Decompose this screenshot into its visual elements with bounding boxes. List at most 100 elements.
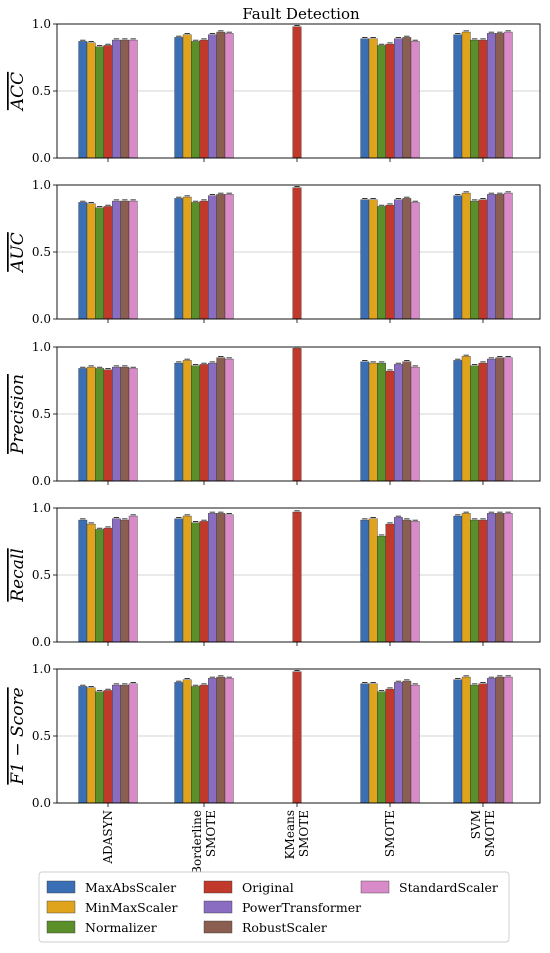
y-tick-label: 0.0 xyxy=(32,796,51,810)
legend-item-maxabsscaler: MaxAbsScaler xyxy=(46,880,176,895)
y-tick-label: 1.0 xyxy=(32,178,51,192)
x-category-labels: ADASYN Borderline SMOTE KMeans SMOTE SMOTE SVM… xyxy=(101,810,497,875)
y-tick-label: 1.0 xyxy=(32,17,51,31)
y-axis-label-text: Precision xyxy=(8,374,28,455)
bar-recall-svm-smote-powertransformer xyxy=(487,513,496,643)
bar-f1-score-adasyn-robustscaler xyxy=(120,684,130,804)
bar-f1-score-borderline-smote-powertransformer xyxy=(207,678,217,804)
bar-acc-svm-smote-normalizer xyxy=(470,39,479,159)
bar-acc-smote-maxabsscaler xyxy=(360,38,370,159)
bar-acc-smote-minmaxscaler xyxy=(368,38,378,159)
y-axis-label-acc: ACC xyxy=(8,72,28,112)
bar-recall-borderline-smote-standardscaler xyxy=(224,514,234,643)
bar-acc-adasyn-maxabsscaler xyxy=(78,41,88,159)
bar-acc-svm-smote-standardscaler xyxy=(503,31,513,159)
bar-recall-svm-smote-minmaxscaler xyxy=(461,513,471,643)
bar-precision-smote-standardscaler xyxy=(410,366,420,482)
legend-swatch xyxy=(46,880,76,894)
bar-precision-adasyn-minmaxscaler xyxy=(86,366,96,482)
bar-f1-score-smote-maxabsscaler xyxy=(360,683,370,804)
x-label-smote: SMOTE xyxy=(383,810,397,857)
legend-box xyxy=(38,871,510,943)
bar-acc-adasyn-normalizer xyxy=(95,46,105,159)
bar-acc-borderline-smote-minmaxscaler xyxy=(182,34,192,159)
bar-precision-svm-smote-minmaxscaler xyxy=(461,356,471,482)
bar-recall-adasyn-powertransformer xyxy=(111,518,121,643)
bar-acc-svm-smote-robustscaler xyxy=(495,33,505,159)
bar-auc-svm-smote-robustscaler xyxy=(495,194,505,320)
y-axis-label-recall: Recall xyxy=(8,548,28,602)
bar-auc-adasyn-minmaxscaler xyxy=(86,203,96,320)
bar-acc-borderline-smote-standardscaler xyxy=(224,33,234,159)
bar-f1-score-borderline-smote-standardscaler xyxy=(224,678,234,804)
bar-recall-smote-minmaxscaler xyxy=(368,518,378,643)
bar-recall-borderline-smote-normalizer xyxy=(191,522,200,643)
bar-f1-score-svm-smote-minmaxscaler xyxy=(461,676,471,804)
legend-label: StandardScaler xyxy=(399,880,498,895)
bar-f1-score-adasyn-normalizer xyxy=(95,691,105,804)
bar-f1-score-smote-minmaxscaler xyxy=(368,683,378,804)
y-tick-label: 0.5 xyxy=(32,568,51,582)
bar-f1-score-smote-standardscaler xyxy=(410,684,420,804)
bar-recall-borderline-smote-powertransformer xyxy=(207,513,217,643)
bar-auc-smote-normalizer xyxy=(377,206,386,320)
bar-auc-kmeans-smote-original xyxy=(292,187,302,320)
bar-auc-adasyn-normalizer xyxy=(95,207,105,320)
bar-recall-smote-normalizer xyxy=(377,535,386,643)
bar-precision-svm-smote-robustscaler xyxy=(495,357,505,482)
bar-recall-smote-original xyxy=(385,523,395,643)
bar-auc-smote-minmaxscaler xyxy=(368,199,378,320)
panel-acc: 0.0 0.5 1.0 ACC xyxy=(8,17,541,165)
bar-acc-borderline-smote-normalizer xyxy=(191,41,200,159)
bar-auc-svm-smote-standardscaler xyxy=(503,192,513,320)
bar-acc-smote-powertransformer xyxy=(394,38,403,159)
bar-precision-adasyn-powertransformer xyxy=(111,366,121,482)
bar-recall-adasyn-normalizer xyxy=(95,529,105,643)
bar-acc-smote-normalizer xyxy=(377,45,386,159)
panel-auc: 0.0 0.5 1.0 AUC xyxy=(8,178,541,326)
bar-f1-score-kmeans-smote-original xyxy=(292,671,302,804)
bar-auc-borderline-smote-robustscaler xyxy=(216,194,226,320)
bar-precision-borderline-smote-original xyxy=(199,364,209,482)
bar-recall-borderline-smote-robustscaler xyxy=(216,513,226,643)
bar-auc-borderline-smote-minmaxscaler xyxy=(182,196,192,320)
bar-precision-smote-powertransformer xyxy=(394,364,403,482)
bar-precision-smote-original xyxy=(385,370,395,482)
bar-recall-adasyn-minmaxscaler xyxy=(86,523,96,643)
bar-precision-borderline-smote-standardscaler xyxy=(224,358,234,482)
x-tick-label: SMOTE xyxy=(204,810,218,857)
bar-recall-kmeans-smote-original xyxy=(292,511,302,643)
bar-precision-svm-smote-normalizer xyxy=(470,365,479,482)
bar-f1-score-svm-smote-maxabsscaler xyxy=(453,679,463,804)
bar-f1-score-adasyn-standardscaler xyxy=(128,683,138,804)
y-tick-label: 0.5 xyxy=(32,729,51,743)
y-tick-label: 0.0 xyxy=(32,635,51,649)
legend-item-minmaxscaler: MinMaxScaler xyxy=(46,900,178,915)
bar-precision-adasyn-maxabsscaler xyxy=(78,368,88,482)
bar-precision-kmeans-smote-original xyxy=(292,348,302,482)
bar-acc-adasyn-minmaxscaler xyxy=(86,42,96,159)
bar-acc-adasyn-standardscaler xyxy=(128,39,138,159)
bar-recall-smote-robustscaler xyxy=(402,519,412,643)
bar-precision-smote-normalizer xyxy=(377,362,386,482)
legend-swatch xyxy=(46,900,76,914)
legend-swatch xyxy=(203,900,233,914)
y-axis-label-precision: Precision xyxy=(8,374,28,455)
bar-f1-score-smote-original xyxy=(385,688,395,804)
bar-auc-svm-smote-powertransformer xyxy=(487,194,496,320)
legend-label: PowerTransformer xyxy=(242,900,361,915)
bar-precision-adasyn-robustscaler xyxy=(120,366,130,482)
y-tick-label: 1.0 xyxy=(32,340,51,354)
bar-f1-score-svm-smote-original xyxy=(478,683,488,804)
bar-recall-svm-smote-standardscaler xyxy=(503,513,513,643)
bar-f1-score-borderline-smote-robustscaler xyxy=(216,676,226,804)
bar-acc-smote-original xyxy=(385,43,395,159)
bar-recall-svm-smote-original xyxy=(478,519,488,643)
bar-f1-score-borderline-smote-maxabsscaler xyxy=(174,682,184,804)
bar-acc-borderline-smote-powertransformer xyxy=(207,34,217,159)
bar-f1-score-borderline-smote-original xyxy=(199,684,209,804)
bar-acc-smote-standardscaler xyxy=(410,41,420,159)
bar-acc-kmeans-smote-original xyxy=(292,26,302,159)
bar-recall-borderline-smote-original xyxy=(199,521,209,643)
bar-f1-score-adasyn-minmaxscaler xyxy=(86,687,96,804)
